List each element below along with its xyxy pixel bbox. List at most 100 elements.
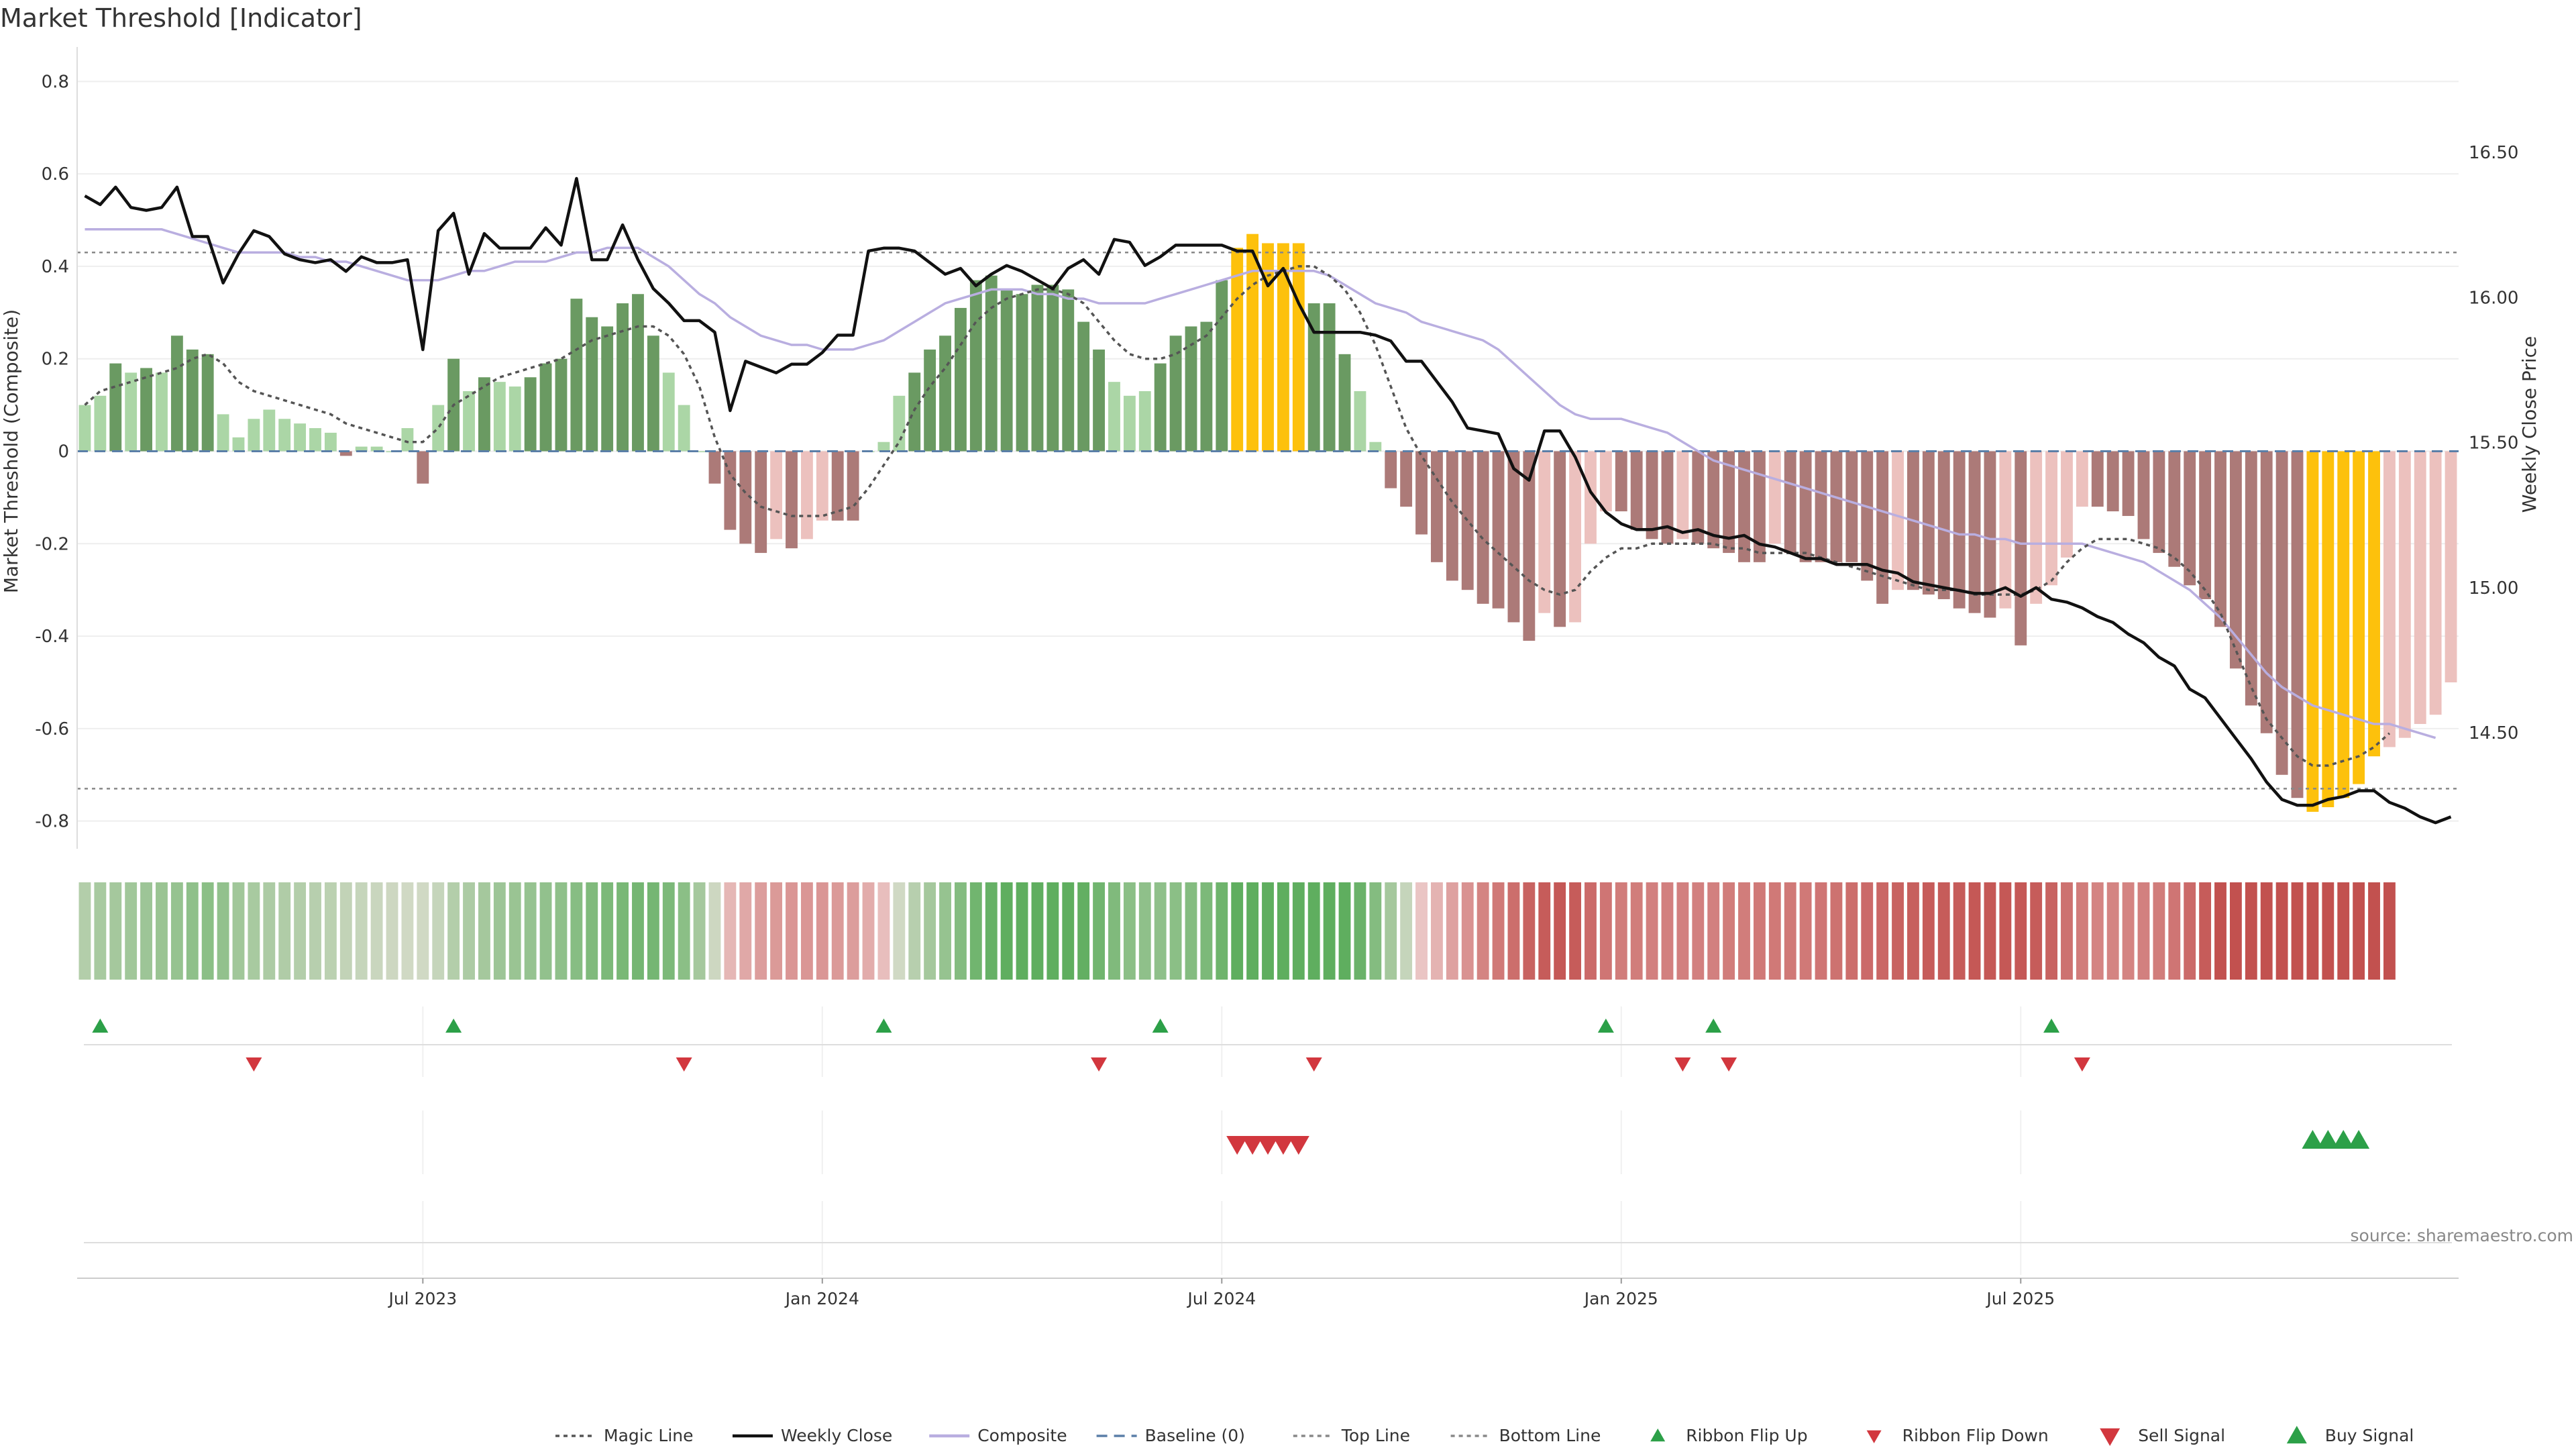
y2-tick-label: 16.50 <box>2469 143 2518 163</box>
composite-bar <box>463 391 475 452</box>
composite-bar <box>370 446 383 452</box>
composite-bar <box>1569 451 1581 623</box>
composite-bar <box>586 317 598 452</box>
composite-bar <box>1830 451 1843 562</box>
ribbon-cell <box>1292 882 1305 980</box>
y2-tick-label: 15.00 <box>2469 578 2518 599</box>
ribbon-cell <box>1246 882 1259 980</box>
composite-bar <box>2106 451 2119 512</box>
ribbon-cell <box>401 882 414 980</box>
composite-bar <box>647 335 659 452</box>
x-tick-label: Jul 2024 <box>1186 1289 1256 1308</box>
composite-bar <box>1385 451 1397 488</box>
composite-bar <box>1676 451 1689 539</box>
ribbon-cell <box>1615 882 1627 980</box>
composite-bar <box>1031 284 1044 452</box>
ribbon-cell <box>1231 882 1244 980</box>
y2-tick-label: 14.50 <box>2469 723 2518 743</box>
composite-bar <box>1354 391 1366 452</box>
legend-item: Bottom Line <box>1450 1426 1601 1445</box>
legend-item: Sell Signal <box>2100 1426 2225 1446</box>
ribbon-flip-down-marker <box>246 1057 262 1072</box>
composite-bar <box>1062 289 1075 452</box>
ribbon-cell <box>1154 882 1167 980</box>
ribbon-cell <box>1461 882 1474 980</box>
sell-signal-marker <box>1287 1136 1309 1155</box>
ribbon-cell <box>324 882 337 980</box>
ribbon-cell <box>616 882 629 980</box>
ribbon-cell <box>170 882 183 980</box>
ribbon-cell <box>1753 882 1766 980</box>
ribbon-flip-up-marker <box>445 1019 462 1033</box>
ribbon-cell <box>1446 882 1458 980</box>
composite-bar <box>2353 451 2365 784</box>
ribbon-flip-up-marker <box>1705 1019 1722 1033</box>
ribbon-cell <box>386 882 398 980</box>
legend-item: Ribbon Flip Down <box>1866 1426 2049 1445</box>
composite-bar <box>78 405 91 452</box>
ribbon-cell <box>278 882 291 980</box>
composite-bar <box>2322 451 2334 807</box>
composite-bar <box>524 377 537 452</box>
ribbon-cell <box>156 882 168 980</box>
ribbon-cell <box>2168 882 2181 980</box>
ribbon-cell <box>893 882 906 980</box>
composite-bar <box>924 349 936 452</box>
ribbon-cell <box>586 882 598 980</box>
composite-bar <box>1984 451 1996 618</box>
ribbon-cell <box>632 882 644 980</box>
ribbon-cell <box>1815 882 1827 980</box>
composite-bar <box>877 442 890 452</box>
composite-bar <box>1046 284 1059 452</box>
ribbon-cell <box>1876 882 1889 980</box>
composite-bar <box>724 451 737 530</box>
ribbon-flip-down-marker <box>1674 1057 1691 1072</box>
buy-signal-marker <box>2317 1130 2339 1149</box>
legend-label: Bottom Line <box>1499 1426 1601 1445</box>
ribbon-cell <box>1661 882 1674 980</box>
ribbon-cell <box>2353 882 2365 980</box>
composite-bar <box>1169 335 1182 452</box>
ribbon-cell <box>1046 882 1059 980</box>
ribbon-cell <box>1507 882 1520 980</box>
ribbon-cell <box>1692 882 1705 980</box>
ribbon-cell <box>125 882 138 980</box>
composite-bar <box>1922 451 1935 595</box>
composite-bar <box>1338 354 1351 452</box>
composite-bar <box>601 326 614 452</box>
ribbon-cell <box>1784 882 1796 980</box>
legend-item: Baseline (0) <box>1096 1426 1245 1445</box>
composite-bar <box>186 349 199 452</box>
ribbon-cell <box>294 882 307 980</box>
legend-label: Composite <box>977 1426 1067 1445</box>
composite-bar <box>1554 451 1566 627</box>
ribbon-cell <box>1200 882 1213 980</box>
composite-bar <box>1200 321 1213 452</box>
composite-bar <box>478 377 490 452</box>
ribbon-cell <box>739 882 752 980</box>
ribbon-cell <box>1431 882 1443 980</box>
composite-bar <box>616 303 629 452</box>
ribbon-cell <box>201 882 214 980</box>
ribbon-layer <box>78 882 2396 980</box>
legend-label: Magic Line <box>604 1426 694 1445</box>
ribbon-flip-up-marker <box>1597 1019 1614 1033</box>
y-tick-label: -0.4 <box>35 627 69 647</box>
ribbon-cell <box>339 882 352 980</box>
legend-swatch <box>1650 1429 1666 1442</box>
composite-bar <box>555 358 568 452</box>
composite-bar <box>217 414 229 452</box>
sell-signal-marker <box>1226 1136 1248 1155</box>
composite-bar <box>2015 451 2027 645</box>
sell-signal-marker <box>1242 1136 1264 1155</box>
ribbon-cell <box>309 882 321 980</box>
y-tick-label: -0.2 <box>35 534 69 554</box>
ribbon-cell <box>1262 882 1274 980</box>
composite-bar <box>1937 451 1950 599</box>
ribbon-cell <box>478 882 490 980</box>
composite-bar <box>2229 451 2242 669</box>
y-tick-label: 0.4 <box>42 257 69 277</box>
ribbon-cell <box>1354 882 1366 980</box>
composite-bar <box>109 363 122 452</box>
